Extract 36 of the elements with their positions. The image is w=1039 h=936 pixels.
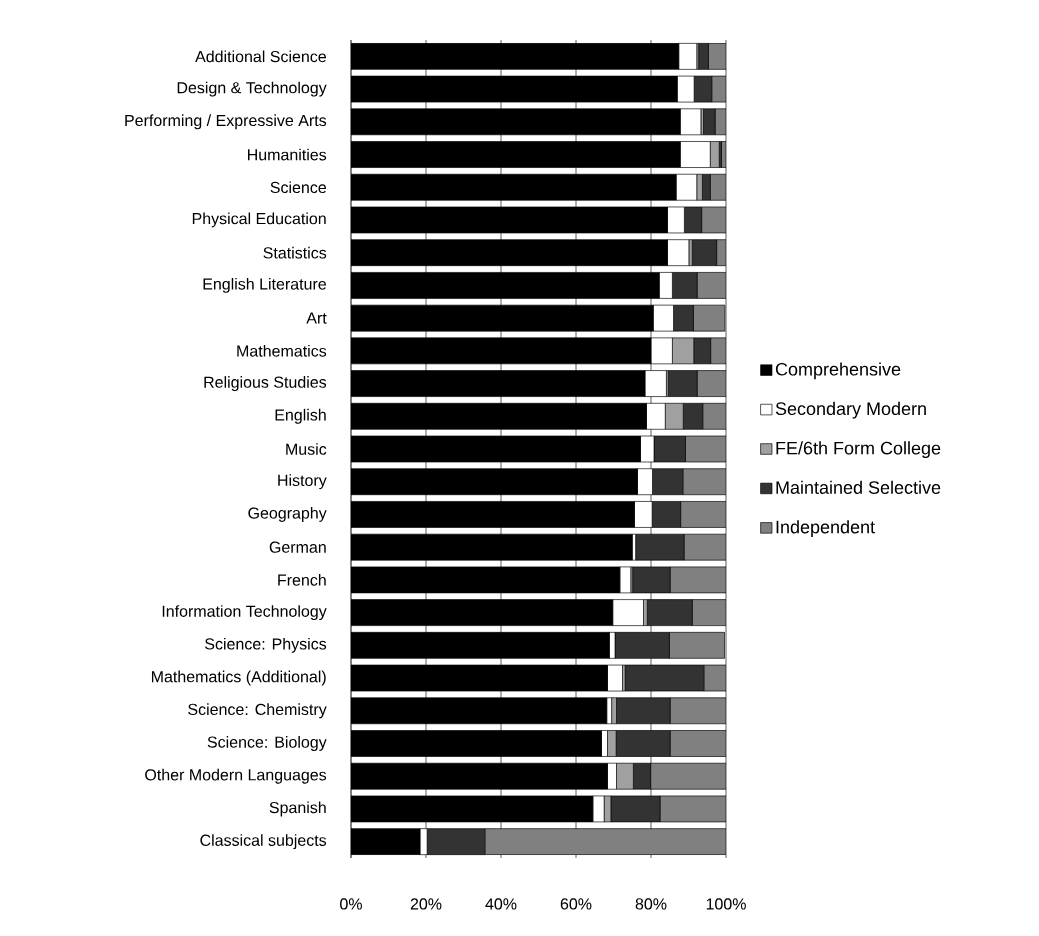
y-tick-label: Additional Science [195,50,326,63]
legend-label: Independent [776,520,875,537]
y-tick-label: Geography [248,507,327,522]
y-tick-label: Music [286,443,327,455]
y-tick-label: Other Modern Languages [145,768,327,784]
y-tick-label: Statistics [263,246,327,259]
y-tick-label: Science: Biology [207,736,327,751]
y-tick-label: Spanish [269,801,326,817]
y-tick-label: History [278,474,327,490]
y-tick-label: English Literature [203,277,326,293]
y-tick-label: Information Technology [162,605,327,621]
y-tick-label: Performing / Expressive Arts [125,114,327,130]
x-tick-label: 80% [635,898,667,910]
legend-label: Maintained Selective [776,480,941,494]
y-tick-label: Science [270,181,327,194]
y-tick-label: English [275,408,326,424]
x-tick-label: 0% [340,898,362,910]
y-tick-label: Mathematics [237,344,327,357]
y-tick-label: Religious Studies [204,376,327,392]
y-tick-label: Humanities [248,148,327,161]
y-tick-label: Physical Education [192,212,326,228]
legend-label: Secondary Modern [775,401,926,419]
y-tick-label: Design & Technology [177,81,327,97]
x-tick-label: 60% [560,898,592,910]
y-tick-label: Art [306,312,327,324]
x-tick-label: 100% [706,898,746,910]
y-tick-label: Science: Chemistry [188,703,327,719]
x-tick-label: 40% [485,898,517,910]
y-tick-label: Science: Physics [205,637,327,653]
y-tick-label: Mathematics (Additional) [151,670,326,686]
x-tick-label: 20% [410,898,442,910]
y-tick-label: German [269,541,326,553]
legend-label: FE/6th Form College [776,441,941,459]
legend-label: Comprehensive [775,362,901,380]
y-tick-label: Classical subjects [200,834,327,850]
y-tick-label: French [278,574,326,586]
